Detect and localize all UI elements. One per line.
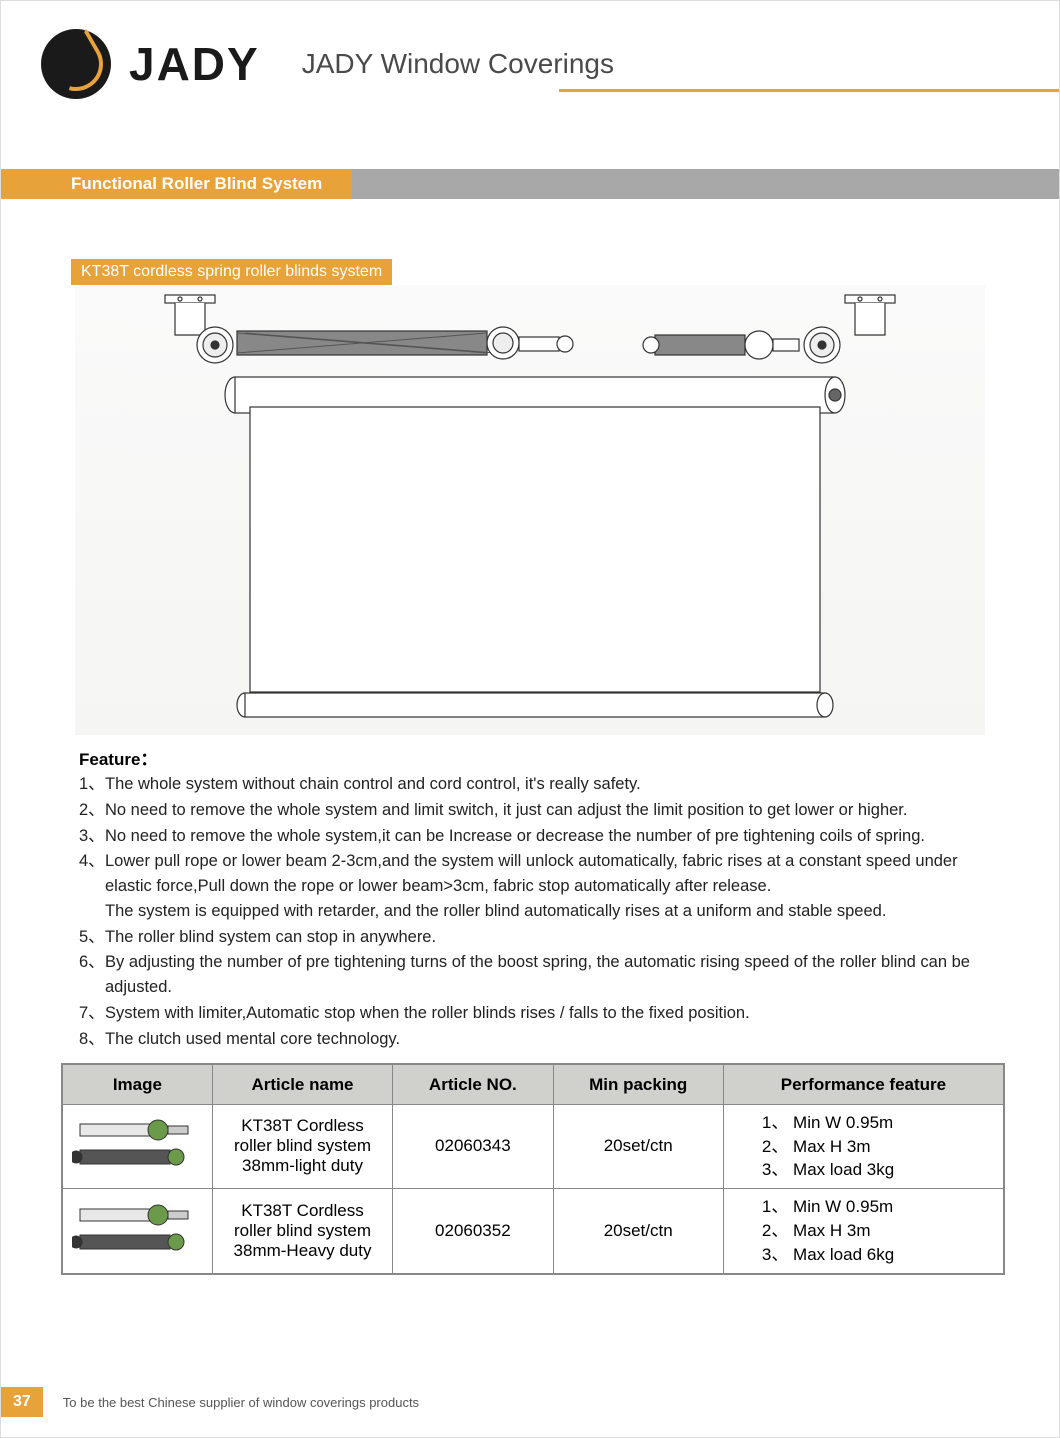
feature-number: 8、 <box>73 1027 105 1052</box>
section-title: Functional Roller Blind System <box>1 169 352 199</box>
feature-text: The clutch used mental core technology. <box>105 1027 987 1052</box>
feature-item: 6、By adjusting the number of pre tighten… <box>73 950 987 1000</box>
performance-list: 1、 Min W 0.95m2、 Max H 3m3、 Max load 3kg <box>732 1111 995 1182</box>
table-header-row: Image Article name Article NO. Min packi… <box>62 1064 1004 1104</box>
product-title-badge: KT38T cordless spring roller blinds syst… <box>71 259 392 285</box>
jady-logo-icon <box>41 29 111 99</box>
light-duty-assembly-thumb <box>72 1116 202 1176</box>
feature-number: 2、 <box>73 798 105 823</box>
feature-text: The whole system without chain control a… <box>105 772 987 797</box>
feature-text: Lower pull rope or lower beam 2-3cm,and … <box>105 849 987 923</box>
cell-article-no: 02060343 <box>393 1104 553 1188</box>
col-header-perf: Performance feature <box>723 1064 1004 1104</box>
feature-number: 1、 <box>73 772 105 797</box>
section-bar-gray <box>352 169 1059 199</box>
feature-item: 3、No need to remove the whole system,it … <box>73 824 987 849</box>
col-header-image: Image <box>62 1064 212 1104</box>
cell-article-name: KT38T Cordless roller blind system 38mm-… <box>212 1189 392 1274</box>
feature-text: By adjusting the number of pre tightenin… <box>105 950 987 1000</box>
feature-item: 2、No need to remove the whole system and… <box>73 798 987 823</box>
roller-blind-exploded-svg <box>75 285 985 735</box>
product-diagram <box>75 285 985 735</box>
feature-number: 5、 <box>73 925 105 950</box>
cell-image <box>62 1189 212 1274</box>
col-header-no: Article NO. <box>393 1064 553 1104</box>
page-header: JADY JADY Window Coverings <box>1 1 1059 109</box>
product-table: Image Article name Article NO. Min packi… <box>61 1063 1005 1274</box>
section-title-bar: Functional Roller Blind System <box>1 169 1059 199</box>
footer-tagline: To be the best Chinese supplier of windo… <box>63 1395 419 1410</box>
feature-heading: Feature： <box>79 745 999 770</box>
page-footer: 37 To be the best Chinese supplier of wi… <box>1 1387 419 1417</box>
feature-number: 4、 <box>73 849 105 923</box>
feature-text: No need to remove the whole system and l… <box>105 798 987 823</box>
page-content: KT38T cordless spring roller blinds syst… <box>1 199 1059 1275</box>
feature-item: 7、System with limiter,Automatic stop whe… <box>73 1001 987 1026</box>
cell-image <box>62 1104 212 1188</box>
table-row: KT38T Cordless roller blind system 38mm-… <box>62 1189 1004 1274</box>
feature-item: 8、The clutch used mental core technology… <box>73 1027 987 1052</box>
feature-item: 5、The roller blind system can stop in an… <box>73 925 987 950</box>
feature-text: System with limiter,Automatic stop when … <box>105 1001 987 1026</box>
feature-item: 4、Lower pull rope or lower beam 2-3cm,an… <box>73 849 987 923</box>
feature-text: The roller blind system can stop in anyw… <box>105 925 987 950</box>
cell-performance: 1、 Min W 0.95m2、 Max H 3m3、 Max load 6kg <box>723 1189 1004 1274</box>
cell-min-packing: 20set/ctn <box>553 1189 723 1274</box>
feature-list: 1、The whole system without chain control… <box>73 772 987 1051</box>
page-number: 37 <box>1 1387 43 1417</box>
performance-list: 1、 Min W 0.95m2、 Max H 3m3、 Max load 6kg <box>732 1195 995 1266</box>
feature-number: 3、 <box>73 824 105 849</box>
brand-name: JADY <box>129 37 260 91</box>
cell-article-no: 02060352 <box>393 1189 553 1274</box>
col-header-pack: Min packing <box>553 1064 723 1104</box>
catalog-page: JADY JADY Window Coverings Functional Ro… <box>0 0 1060 1438</box>
feature-item: 1、The whole system without chain control… <box>73 772 987 797</box>
heavy-duty-assembly-thumb <box>72 1201 202 1261</box>
feature-number: 7、 <box>73 1001 105 1026</box>
table-row: KT38T Cordless roller blind system 38mm-… <box>62 1104 1004 1188</box>
feature-number: 6、 <box>73 950 105 1000</box>
header-accent-line <box>559 89 1059 92</box>
header-subtitle: JADY Window Coverings <box>302 48 614 80</box>
col-header-name: Article name <box>212 1064 392 1104</box>
cell-min-packing: 20set/ctn <box>553 1104 723 1188</box>
cell-article-name: KT38T Cordless roller blind system 38mm-… <box>212 1104 392 1188</box>
cell-performance: 1、 Min W 0.95m2、 Max H 3m3、 Max load 3kg <box>723 1104 1004 1188</box>
feature-text: No need to remove the whole system,it ca… <box>105 824 987 849</box>
